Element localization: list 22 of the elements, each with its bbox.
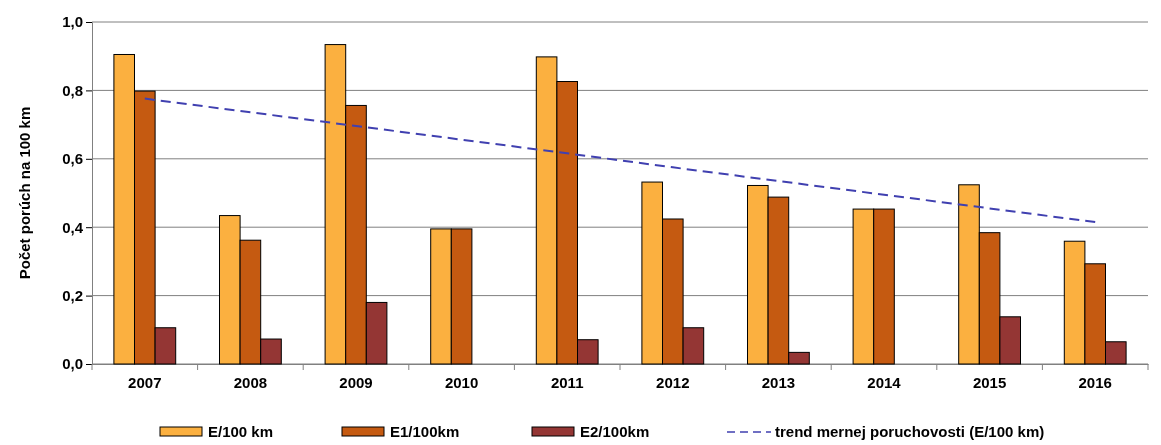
x-tick-label: 2011 [550, 374, 584, 391]
x-tick-label: 2015 [972, 374, 1007, 391]
legend-label: E/100 km [208, 423, 274, 440]
y-tick-label: 0,8 [62, 81, 83, 99]
y-tick-label: 0,4 [62, 218, 84, 236]
y-tick-label: 0,2 [62, 286, 83, 304]
x-tick-label: 2010 [444, 374, 479, 391]
x-tick-label: 2016 [1078, 374, 1112, 391]
legend-label: trend mernej poruchovosti (E/100 km) [775, 423, 1045, 440]
x-tick-label: 2007 [128, 374, 162, 391]
y-tick-label: 0,6 [62, 150, 83, 168]
x-tick-label: 2014 [867, 374, 902, 391]
legend-label: E1/100km [390, 423, 460, 440]
x-tick-label: 2008 [233, 374, 268, 391]
x-tick-label: 2012 [656, 374, 690, 391]
x-tick-label: 2009 [339, 374, 373, 391]
legend-label: E2/100km [580, 423, 650, 440]
line-series [143, 97, 1097, 224]
x-tick-label: 2013 [761, 374, 796, 391]
y-tick-label: 0,0 [62, 355, 83, 373]
y-axis-title: Počet porúch na 100 km [16, 106, 33, 280]
y-tick-label: 1,0 [62, 13, 83, 31]
